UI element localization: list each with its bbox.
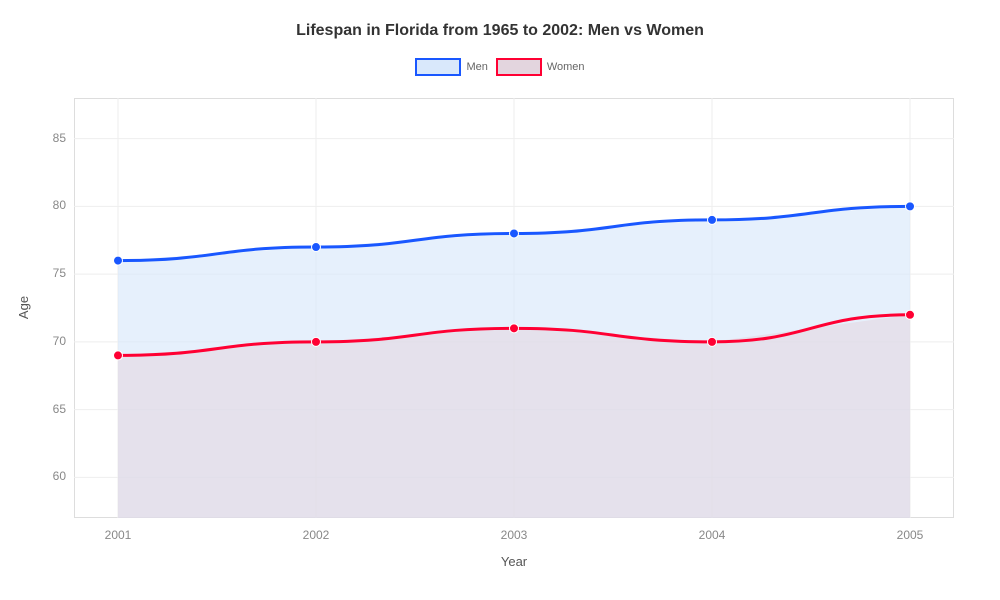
y-axis-title: Age	[16, 296, 31, 319]
x-tick-label: 2001	[93, 528, 143, 542]
legend-item-men: Men	[415, 58, 487, 76]
x-axis-title: Year	[494, 554, 534, 569]
chart-container: Lifespan in Florida from 1965 to 2002: M…	[0, 0, 1000, 600]
legend: Men Women	[0, 58, 1000, 76]
x-tick-label: 2003	[489, 528, 539, 542]
y-tick-label: 70	[36, 334, 66, 348]
y-tick-label: 60	[36, 469, 66, 483]
plot-area	[74, 98, 954, 518]
y-tick-label: 75	[36, 266, 66, 280]
legend-swatch-women	[496, 58, 542, 76]
x-tick-label: 2005	[885, 528, 935, 542]
chart-title: Lifespan in Florida from 1965 to 2002: M…	[0, 0, 1000, 40]
legend-label-women: Women	[547, 61, 585, 73]
x-tick-label: 2004	[687, 528, 737, 542]
y-tick-label: 80	[36, 198, 66, 212]
legend-label-men: Men	[466, 61, 487, 73]
legend-swatch-men	[415, 58, 461, 76]
y-tick-label: 85	[36, 131, 66, 145]
legend-item-women: Women	[496, 58, 585, 76]
y-tick-label: 65	[36, 402, 66, 416]
x-tick-label: 2002	[291, 528, 341, 542]
